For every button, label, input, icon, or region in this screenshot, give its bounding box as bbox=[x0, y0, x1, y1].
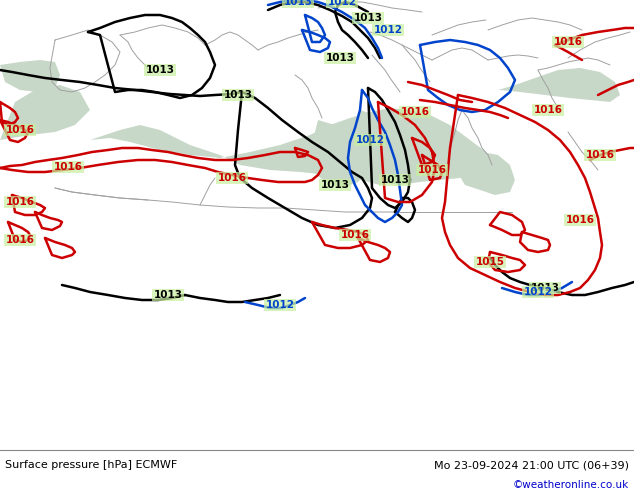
Polygon shape bbox=[498, 68, 620, 102]
Text: 1012: 1012 bbox=[356, 135, 384, 145]
Text: 1013: 1013 bbox=[153, 290, 183, 300]
Text: 1012: 1012 bbox=[328, 0, 356, 7]
Text: Mo 23-09-2024 21:00 UTC (06+39): Mo 23-09-2024 21:00 UTC (06+39) bbox=[434, 460, 629, 470]
Text: 1016: 1016 bbox=[6, 235, 34, 245]
Text: 1013: 1013 bbox=[531, 283, 559, 293]
Polygon shape bbox=[458, 152, 515, 195]
Text: 1016: 1016 bbox=[586, 150, 614, 160]
Text: 1012: 1012 bbox=[373, 25, 403, 35]
Text: Surface pressure [hPa] ECMWF: Surface pressure [hPa] ECMWF bbox=[5, 460, 178, 470]
Text: 1013: 1013 bbox=[224, 90, 252, 100]
Polygon shape bbox=[310, 120, 372, 188]
Text: 1016: 1016 bbox=[418, 165, 446, 175]
Polygon shape bbox=[90, 108, 500, 185]
Text: 1012: 1012 bbox=[266, 300, 295, 310]
Text: 1012: 1012 bbox=[524, 287, 552, 297]
Text: 1016: 1016 bbox=[553, 37, 583, 47]
Text: ©weatheronline.co.uk: ©weatheronline.co.uk bbox=[513, 480, 629, 490]
Polygon shape bbox=[0, 85, 90, 140]
Text: 1013: 1013 bbox=[354, 13, 382, 23]
Text: 1016: 1016 bbox=[6, 125, 34, 135]
Polygon shape bbox=[348, 110, 410, 185]
Text: 1016: 1016 bbox=[566, 215, 595, 225]
Text: 1016: 1016 bbox=[6, 197, 34, 207]
Text: 1013: 1013 bbox=[145, 65, 174, 75]
Text: 1016: 1016 bbox=[217, 173, 247, 183]
Text: 1016: 1016 bbox=[533, 105, 562, 115]
Text: 1016: 1016 bbox=[401, 107, 429, 117]
Text: 1016: 1016 bbox=[53, 162, 82, 172]
Text: 1013: 1013 bbox=[321, 180, 349, 190]
Polygon shape bbox=[0, 60, 60, 92]
Text: 1013: 1013 bbox=[283, 0, 313, 7]
Text: 1015: 1015 bbox=[476, 257, 505, 267]
Text: 1013: 1013 bbox=[325, 53, 354, 63]
Text: 1013: 1013 bbox=[380, 175, 410, 185]
Text: 1016: 1016 bbox=[340, 230, 370, 240]
